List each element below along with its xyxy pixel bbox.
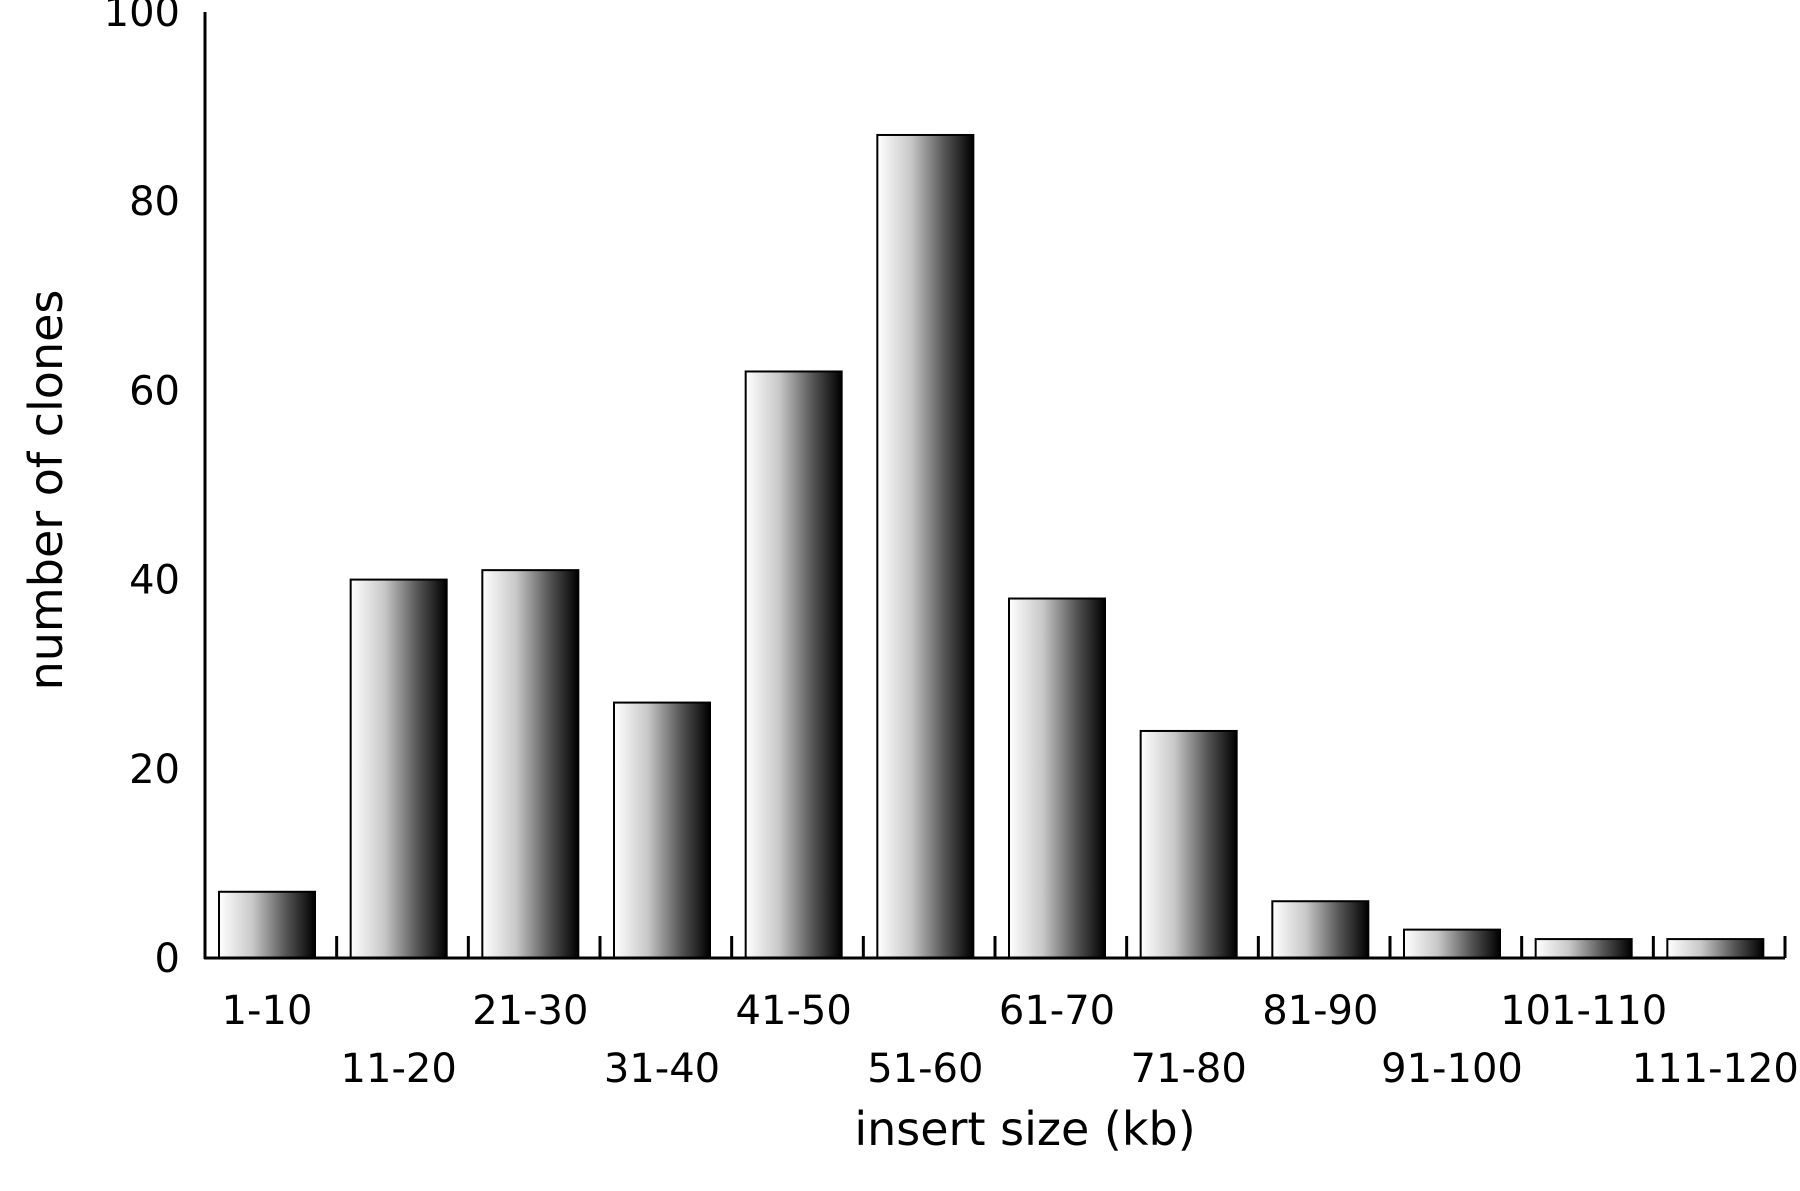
x-category-label: 101-110 [1500, 988, 1667, 1034]
x-category-label: 111-120 [1632, 1046, 1799, 1092]
x-category-label: 81-90 [1262, 988, 1378, 1034]
bar-91-100 [1403, 928, 1501, 959]
bar-71-80 [1139, 729, 1238, 960]
x-category-label: 31-40 [604, 1046, 720, 1092]
y-tick-label: 100 [104, 0, 180, 36]
y-tick-label: 80 [129, 179, 180, 225]
bar-111-120 [1666, 938, 1765, 960]
bar-1-10 [218, 890, 316, 960]
x-category-label: 1-10 [222, 988, 313, 1034]
ticks-group: 0 20 40 60 80 100 [104, 0, 180, 982]
bar-61-70 [1008, 597, 1106, 960]
x-category-label: 51-60 [867, 1046, 983, 1092]
x-category-label: 41-50 [736, 988, 852, 1034]
bar-51-60 [876, 133, 975, 960]
y-tick-label: 20 [129, 747, 180, 793]
bar-31-40 [613, 701, 711, 960]
x-category-label: 91-100 [1381, 1046, 1523, 1092]
x-category-label: 71-80 [1131, 1046, 1247, 1092]
bar-11-20 [349, 578, 448, 959]
bar-101-110 [1534, 938, 1633, 960]
axes-group [203, 12, 1787, 960]
x-category-label: 11-20 [341, 1046, 457, 1092]
x-axis-title: insert size (kb) [854, 1102, 1195, 1156]
bar-41-50 [744, 370, 843, 960]
y-tick-label: 0 [155, 936, 180, 982]
x-category-label: 21-30 [472, 988, 588, 1034]
category-labels-group: 1-10 11-20 21-30 31-40 41-50 51-60 61-70 71-80 8… [222, 988, 1799, 1092]
bars-group [218, 133, 1765, 960]
y-tick-label: 40 [129, 558, 180, 604]
y-axis-title: number of clones [19, 290, 73, 691]
y-tick-label: 60 [129, 368, 180, 414]
bar-21-30 [481, 569, 580, 959]
bar-81-90 [1271, 900, 1370, 959]
x-category-label: 61-70 [999, 988, 1115, 1034]
